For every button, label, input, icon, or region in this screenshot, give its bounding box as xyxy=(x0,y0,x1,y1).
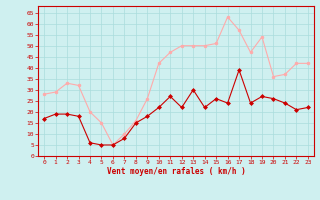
X-axis label: Vent moyen/en rafales ( km/h ): Vent moyen/en rafales ( km/h ) xyxy=(107,167,245,176)
